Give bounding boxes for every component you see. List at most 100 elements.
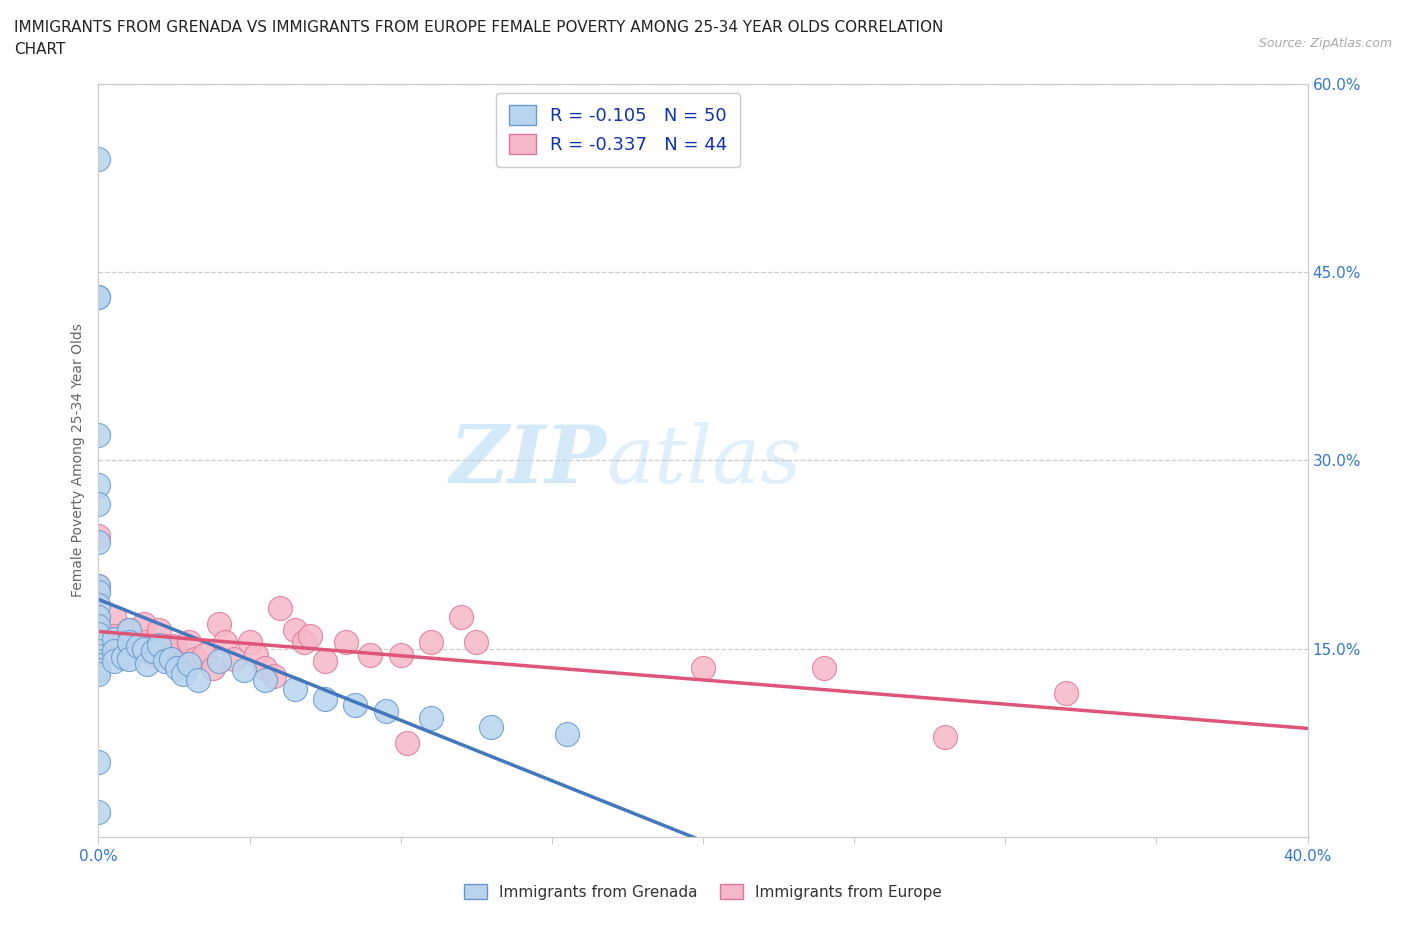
Point <box>160 647 183 662</box>
Point <box>239 635 262 650</box>
Point <box>360 647 382 662</box>
Point <box>148 622 170 637</box>
Point <box>555 726 578 741</box>
Point <box>87 578 110 593</box>
Point <box>450 610 472 625</box>
Point <box>111 650 134 665</box>
Point <box>87 585 110 600</box>
Point <box>87 535 110 550</box>
Point <box>232 662 254 677</box>
Point <box>103 644 125 658</box>
Point <box>127 639 149 654</box>
Point <box>253 660 276 675</box>
Point <box>87 635 110 650</box>
Point <box>335 635 357 650</box>
Point <box>813 660 835 675</box>
Point <box>481 719 503 734</box>
Point <box>103 654 125 669</box>
Point <box>214 635 236 650</box>
Text: Source: ZipAtlas.com: Source: ZipAtlas.com <box>1258 37 1392 50</box>
Point <box>87 649 110 664</box>
Point <box>87 644 110 658</box>
Point <box>224 651 246 666</box>
Point <box>87 666 110 681</box>
Point <box>103 631 125 646</box>
Point <box>172 654 194 669</box>
Point <box>87 610 110 625</box>
Point <box>87 662 110 677</box>
Point <box>103 629 125 644</box>
Point <box>208 616 231 631</box>
Point <box>269 601 291 616</box>
Legend: R = -0.105   N = 50, R = -0.337   N = 44: R = -0.105 N = 50, R = -0.337 N = 44 <box>496 93 741 166</box>
Point <box>172 666 194 681</box>
Point <box>314 692 336 707</box>
Point <box>166 660 188 675</box>
Point <box>420 711 443 725</box>
Point <box>135 657 157 671</box>
Point <box>142 647 165 662</box>
Point <box>374 704 396 719</box>
Point <box>187 672 209 687</box>
Text: IMMIGRANTS FROM GRENADA VS IMMIGRANTS FROM EUROPE FEMALE POVERTY AMONG 25-34 YEA: IMMIGRANTS FROM GRENADA VS IMMIGRANTS FR… <box>14 20 943 35</box>
Point <box>253 672 276 687</box>
Point <box>148 637 170 652</box>
Point <box>153 654 176 669</box>
Point <box>692 660 714 675</box>
Point <box>1054 685 1077 700</box>
Point <box>124 635 146 650</box>
Point <box>160 651 183 666</box>
Point <box>87 804 110 819</box>
Point <box>118 622 141 637</box>
Point <box>344 698 367 712</box>
Point <box>87 478 110 493</box>
Point <box>292 635 315 650</box>
Point <box>389 647 412 662</box>
Point <box>111 635 134 650</box>
Point <box>202 660 225 675</box>
Point <box>87 289 110 304</box>
Point <box>132 616 155 631</box>
Point <box>87 635 110 650</box>
Point <box>87 578 110 593</box>
Point <box>132 635 155 650</box>
Point <box>284 622 307 637</box>
Point <box>193 647 215 662</box>
Point <box>87 654 110 669</box>
Point <box>118 635 141 650</box>
Point <box>395 736 418 751</box>
Point <box>314 654 336 669</box>
Point <box>87 152 110 166</box>
Point <box>87 635 110 650</box>
Point <box>299 629 322 644</box>
Y-axis label: Female Poverty Among 25-34 Year Olds: Female Poverty Among 25-34 Year Olds <box>72 324 86 597</box>
Point <box>87 658 110 672</box>
Point <box>934 729 956 744</box>
Point <box>153 639 176 654</box>
Point <box>284 682 307 697</box>
Point <box>163 639 186 654</box>
Legend: Immigrants from Grenada, Immigrants from Europe: Immigrants from Grenada, Immigrants from… <box>457 878 949 906</box>
Point <box>87 597 110 612</box>
Point <box>103 610 125 625</box>
Point <box>118 651 141 666</box>
Point <box>118 622 141 637</box>
Text: atlas: atlas <box>606 421 801 499</box>
Point <box>142 644 165 658</box>
Point <box>184 651 207 666</box>
Point <box>245 647 267 662</box>
Point <box>465 635 488 650</box>
Point <box>87 528 110 543</box>
Point <box>87 618 110 633</box>
Point <box>420 635 443 650</box>
Text: CHART: CHART <box>14 42 66 57</box>
Point <box>87 428 110 443</box>
Point <box>179 635 201 650</box>
Point <box>208 654 231 669</box>
Point <box>87 754 110 769</box>
Point <box>87 497 110 512</box>
Point <box>263 669 285 684</box>
Point <box>179 657 201 671</box>
Point <box>87 289 110 304</box>
Text: ZIP: ZIP <box>450 421 606 499</box>
